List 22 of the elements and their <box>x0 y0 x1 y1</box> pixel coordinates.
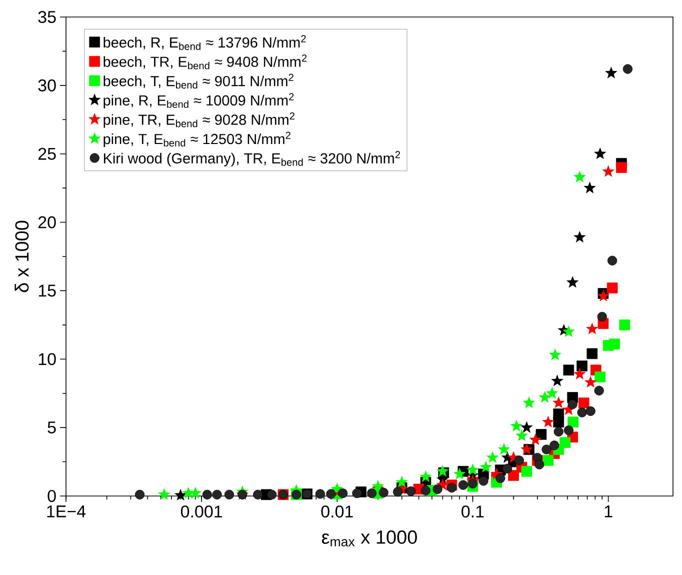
legend-label: beech, R, E$_{bend}$ ≈ 13796 N/mm$^{2}$ <box>104 35 306 50</box>
x-tick-label: 0.1 <box>462 506 484 518</box>
y-tick-label: 30 <box>38 79 56 92</box>
legend-label: beech, T, E$_{bend}$ ≈ 9011 N/mm$^{2}$ <box>104 74 294 89</box>
x-axis-title: ε$_{max}$ x 1000 <box>322 530 417 546</box>
legend-label: pine, R, E$_{bend}$ ≈ 10009 N/mm$^{2}$ <box>104 93 294 108</box>
x-tick-label: 0.001 <box>180 506 222 518</box>
x-tick-label: 1E−4 <box>47 506 86 518</box>
y-tick-label: 20 <box>38 216 56 228</box>
y-tick-label: 10 <box>38 353 56 366</box>
y-axis-title: δ x 1000 <box>14 220 29 292</box>
x-tick-label: 0.01 <box>321 506 353 518</box>
y-tick-label: 0 <box>48 490 56 502</box>
y-tick-label: 15 <box>38 284 56 297</box>
legend-label: pine, T, E$_{bend}$ ≈ 12503 N/mm$^{2}$ <box>104 132 290 148</box>
legend-label: pine, TR, E$_{bend}$ ≈ 9028 N/mm$^{2}$ <box>104 112 294 128</box>
y-tick-label: 25 <box>38 148 56 160</box>
x-tick-label: 1 <box>604 506 612 518</box>
y-tick-label: 5 <box>48 422 56 434</box>
y-tick-label: 35 <box>38 10 56 24</box>
legend-label: Kiri wood (Germany), TR, E$_{bend}$ ≈ 3200 N/mm$^{2}$ <box>104 151 400 166</box>
legend-label: beech, TR, E$_{bend}$ ≈ 9408 N/mm$^{2}$ <box>104 54 307 70</box>
